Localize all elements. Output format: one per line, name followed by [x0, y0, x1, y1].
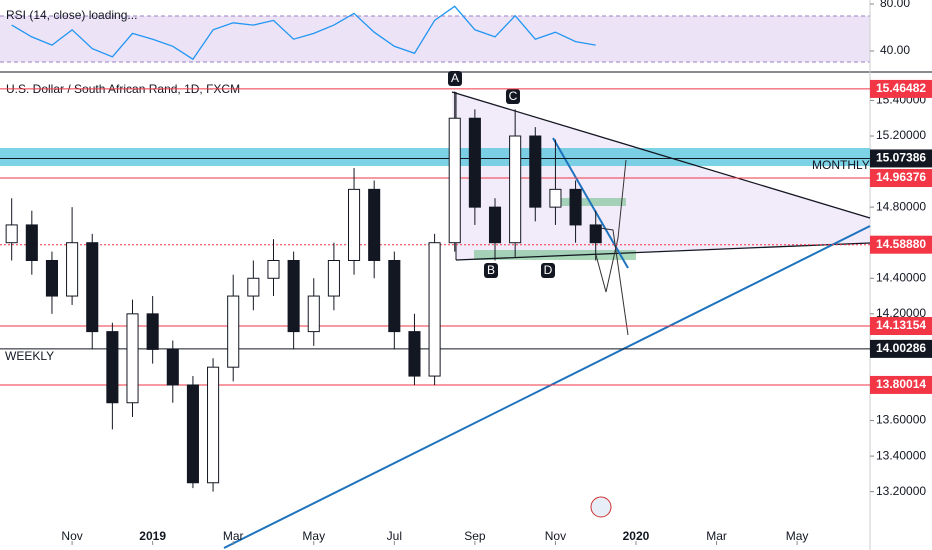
zone	[550, 198, 626, 206]
point-label: C	[509, 89, 518, 103]
y-tick-label: 15.20000	[876, 128, 926, 142]
candle-body	[408, 331, 421, 377]
candle-body	[549, 188, 562, 208]
candle-body	[488, 206, 502, 244]
y-tick-label: 13.60000	[876, 413, 926, 427]
x-tick-label: 2020	[623, 529, 650, 543]
level-label-box	[870, 169, 932, 188]
level-label-box	[870, 235, 932, 254]
point-badge	[484, 263, 498, 278]
level-label-box	[870, 149, 932, 168]
level-label: 14.96376	[876, 170, 926, 184]
candle-body	[5, 224, 18, 244]
point-labels: A B C D	[448, 71, 555, 278]
point-badge	[541, 263, 555, 278]
candle-body	[428, 242, 441, 377]
x-tick-label: Nov	[545, 529, 566, 543]
level-label: 14.00286	[876, 341, 926, 355]
rsi-tick-label: 40.00	[880, 43, 910, 57]
candle-body	[448, 117, 461, 244]
x-tick-label: 2019	[139, 529, 166, 543]
candle-body	[348, 188, 361, 261]
candle-body	[227, 295, 240, 368]
level-label-box	[870, 317, 932, 336]
candle-body	[529, 135, 542, 208]
x-tick-label: Mar	[706, 529, 727, 543]
point-label: A	[451, 71, 459, 85]
point-badge	[506, 89, 520, 104]
rsi-line	[11, 5, 596, 61]
zone	[474, 250, 636, 260]
event-icon[interactable]	[590, 496, 612, 518]
candle-body	[66, 242, 79, 297]
point-label: B	[487, 263, 495, 277]
y-tick-label: 14.40000	[876, 270, 926, 284]
candle-body	[468, 117, 481, 208]
candle-body	[368, 188, 381, 261]
candle-body	[388, 259, 401, 333]
x-tick-label: Jul	[387, 529, 402, 543]
candle-body	[247, 277, 260, 297]
candle-body	[166, 348, 179, 386]
candle-body	[569, 188, 582, 226]
candle-body	[307, 295, 320, 333]
annotation: WEEKLY	[5, 349, 54, 363]
triangle-shade	[452, 92, 870, 260]
candle-body	[287, 259, 300, 333]
level-label: 15.46482	[876, 81, 926, 95]
level-label: 15.07386	[876, 151, 926, 165]
candle-body	[86, 242, 99, 333]
y-tick-label: 14.80000	[876, 199, 926, 213]
point-label: D	[544, 263, 553, 277]
candle-body	[25, 224, 38, 261]
level-label: 14.58880	[876, 237, 926, 251]
rsi-band	[0, 16, 870, 62]
trend-line	[455, 242, 871, 261]
candle-body	[509, 135, 522, 244]
trend-line	[223, 225, 871, 549]
rsi-tick-label: 80.00	[880, 0, 910, 10]
candle-body	[589, 224, 602, 244]
level-label-box	[870, 339, 932, 358]
projection-arrow	[599, 227, 629, 336]
x-tick-label: May	[302, 529, 325, 543]
candle-body	[267, 259, 280, 279]
monthly-zone	[0, 148, 870, 166]
x-tick-label: Mar	[223, 529, 244, 543]
candle-body	[146, 313, 159, 350]
annotation: MONTHLY	[812, 158, 870, 172]
x-tick-label: Sep	[464, 529, 486, 543]
y-tick-label: 13.40000	[876, 448, 926, 462]
rsi-label: RSI (14, close) loading...	[6, 8, 137, 22]
projection-arrow	[595, 159, 627, 293]
x-tick-label: Nov	[61, 529, 82, 543]
candle-body	[106, 331, 119, 404]
candle-body	[45, 259, 58, 297]
level-label-box	[870, 79, 932, 98]
point-badge	[448, 71, 462, 86]
candle-body	[327, 259, 340, 297]
level-label-box	[870, 375, 932, 394]
level-label: 13.80014	[876, 377, 926, 391]
level-label: 14.13154	[876, 318, 926, 332]
x-tick-label: May	[786, 529, 809, 543]
candle-body	[126, 313, 139, 404]
y-tick-label: 14.20000	[876, 306, 926, 320]
candle-body	[186, 384, 199, 484]
candle-body	[207, 366, 220, 484]
y-tick-label: 13.20000	[876, 484, 926, 498]
trend-line	[451, 91, 871, 219]
